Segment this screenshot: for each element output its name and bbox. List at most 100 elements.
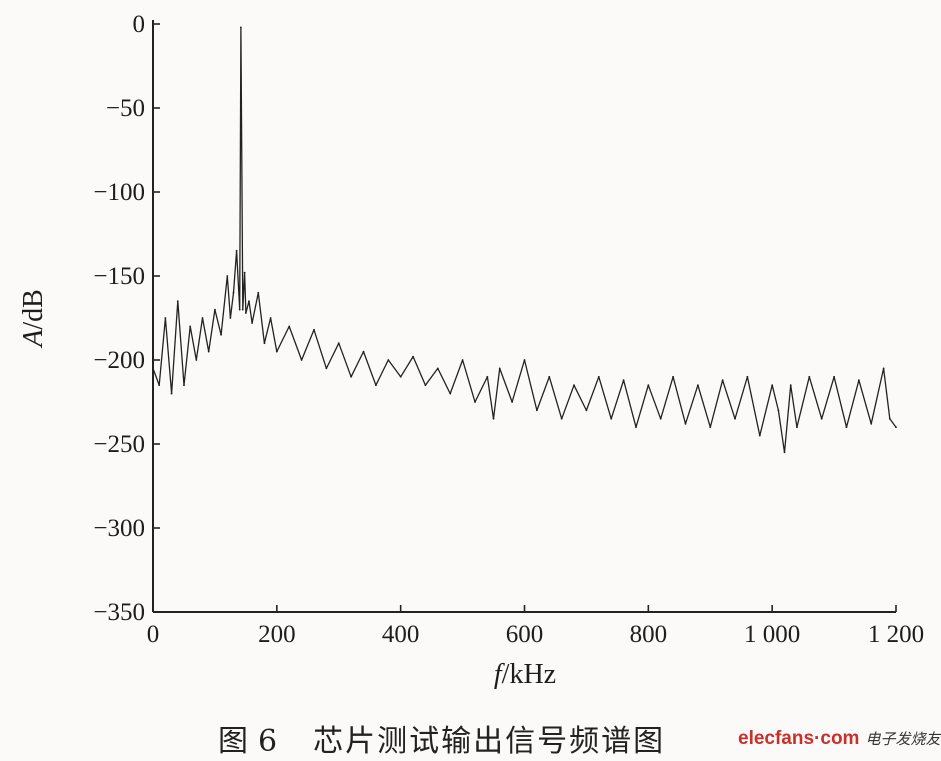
- data-point: [263, 342, 266, 345]
- data-point: [243, 271, 246, 274]
- data-point: [548, 375, 551, 378]
- y-tick-label: −350: [93, 599, 145, 626]
- data-point: [789, 384, 792, 387]
- data-point: [275, 350, 278, 353]
- data-point: [325, 367, 328, 370]
- data-point: [845, 426, 848, 429]
- caption-prefix: 图: [218, 724, 250, 759]
- x-tick-label: 200: [258, 621, 296, 648]
- data-point: [758, 434, 761, 437]
- y-tick-label: −150: [93, 263, 145, 290]
- data-point: [833, 375, 835, 378]
- y-tick-label: −100: [93, 179, 145, 206]
- data-point: [659, 417, 662, 420]
- data-point: [870, 422, 873, 425]
- data-point: [746, 375, 749, 378]
- y-tick-label: −50: [106, 95, 145, 122]
- x-tick-label: 1 000: [744, 621, 800, 648]
- data-point: [288, 325, 291, 328]
- data-point: [523, 359, 526, 361]
- data-point: [350, 375, 353, 378]
- data-point: [610, 417, 613, 420]
- data-point: [158, 384, 161, 387]
- data-point: [771, 384, 774, 387]
- data-point: [777, 409, 780, 412]
- watermark-logo: elecfans·com 电子发烧友: [738, 728, 940, 756]
- data-point: [176, 300, 179, 303]
- watermark-sub: 电子发烧友: [865, 730, 941, 748]
- data-point: [585, 409, 588, 412]
- data-point: [424, 384, 427, 387]
- plot-area: [152, 26, 897, 454]
- data-point: [244, 312, 247, 314]
- data-point: [808, 375, 811, 378]
- data-point: [820, 417, 823, 420]
- data-point: [337, 342, 340, 345]
- y-tick-label: −200: [93, 347, 145, 374]
- data-point: [164, 317, 167, 319]
- data-point: [214, 308, 216, 311]
- data-point: [857, 379, 860, 382]
- data-point: [241, 308, 244, 311]
- x-axis-label: f/kHz: [494, 659, 556, 690]
- data-point: [560, 417, 563, 420]
- data-point: [474, 401, 476, 403]
- data-point: [461, 359, 464, 361]
- data-point: [251, 322, 253, 324]
- data-point: [721, 379, 724, 382]
- x-tick-label: 0: [147, 621, 160, 648]
- data-point: [300, 359, 303, 361]
- data-point: [709, 426, 712, 429]
- data-point: [207, 350, 210, 353]
- data-point: [436, 367, 439, 370]
- axes: [152, 20, 896, 613]
- caption-number: 6: [258, 724, 280, 759]
- x-tick-label: 600: [506, 621, 544, 648]
- watermark-main: elecfans·com: [738, 728, 860, 749]
- data-point: [498, 367, 501, 370]
- x-tick-label: 1 200: [868, 621, 924, 648]
- data-point: [535, 409, 538, 412]
- data-point: [248, 300, 250, 303]
- data-point: [313, 328, 315, 331]
- data-point: [492, 417, 495, 420]
- y-axis-label: A/dB: [18, 289, 49, 349]
- data-point: [635, 426, 637, 429]
- data-point: [375, 384, 377, 387]
- data-point: [201, 317, 204, 319]
- data-point: [895, 426, 897, 429]
- series-line: [152, 26, 897, 454]
- caption-text: 芯片测试输出信号频谱图: [313, 724, 666, 759]
- data-point: [449, 392, 452, 395]
- x-tick-label: 400: [382, 621, 420, 648]
- data-point: [183, 384, 185, 387]
- data-point: [399, 375, 402, 378]
- data-point: [684, 422, 687, 425]
- figure-caption: 图 6 芯片测试输出信号频谱图: [218, 716, 665, 760]
- y-tick-label: 0: [133, 11, 146, 38]
- data-point: [170, 392, 173, 395]
- data-point: [257, 291, 260, 294]
- data-point: [232, 291, 235, 294]
- data-point: [672, 375, 674, 378]
- data-point: [412, 355, 414, 358]
- data-point: [220, 333, 223, 336]
- data-point: [888, 417, 891, 420]
- x-tick-label: 800: [630, 621, 668, 648]
- data-point: [229, 317, 232, 319]
- data-point: [882, 367, 885, 370]
- data-point: [195, 359, 198, 361]
- data-point: [235, 249, 238, 252]
- data-point: [796, 426, 798, 429]
- data-point: [226, 275, 229, 277]
- data-point: [783, 451, 786, 454]
- data-point: [362, 350, 365, 353]
- data-point: [387, 359, 390, 361]
- data-point: [486, 375, 489, 378]
- data-point: [573, 384, 575, 387]
- data-point: [269, 317, 272, 319]
- data-point: [647, 384, 650, 387]
